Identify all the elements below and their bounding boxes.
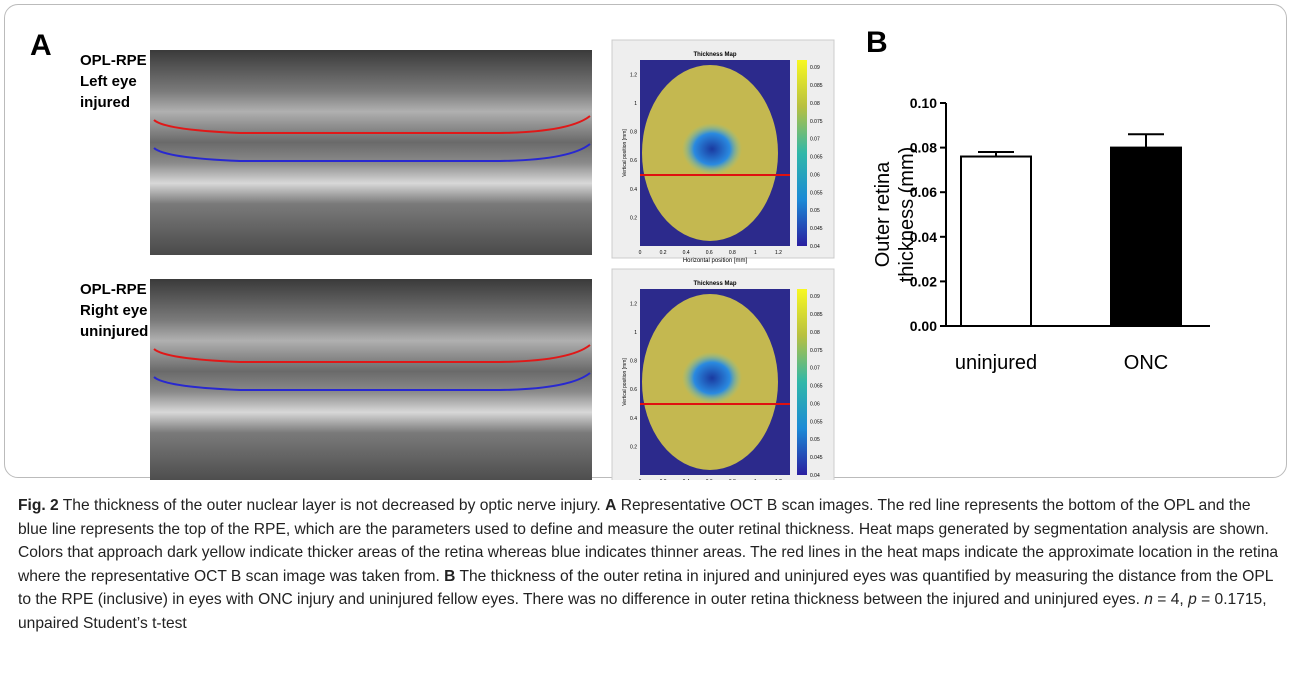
heatmap-xtick: 1.2 <box>775 479 782 480</box>
y-axis-label: thickness (mm) <box>896 147 918 283</box>
caption-text: The thickness of the outer retina in inj… <box>18 567 1273 609</box>
y-tick-label: 0.00 <box>910 318 937 334</box>
row-label: Left eye <box>80 73 137 90</box>
heatmap-ytick: 0.2 <box>630 215 637 221</box>
heatmap-spot <box>682 352 742 404</box>
oct-scan <box>150 279 592 480</box>
colorbar-tick: 0.085 <box>810 312 823 318</box>
heatmap-spot <box>682 123 742 175</box>
row-label: Right eye <box>80 302 148 319</box>
heatmap-ytick: 0.2 <box>630 444 637 450</box>
colorbar-tick: 0.09 <box>810 65 820 71</box>
colorbar-tick: 0.04 <box>810 473 820 479</box>
heatmap-xtick: 0.8 <box>729 250 736 256</box>
panel-label: A <box>30 29 52 62</box>
colorbar-tick: 0.055 <box>810 419 823 425</box>
heatmap-ytick: 0.4 <box>630 187 637 193</box>
colorbar-tick: 0.09 <box>810 294 820 300</box>
heatmap-title: Thickness Map <box>693 52 736 58</box>
row-label: OPL-RPE <box>80 281 147 298</box>
caption-text: = 4, <box>1152 591 1189 609</box>
colorbar-tick: 0.065 <box>810 155 823 161</box>
heatmap-ylabel: Vertical position [mm] <box>622 129 628 177</box>
segmentation-line <box>153 372 591 391</box>
caption: Fig. 2 The thickness of the outer nuclea… <box>18 494 1280 636</box>
heatmap-ytick: 0.4 <box>630 416 637 422</box>
caption-text: Representative OCT B scan images. The re… <box>18 497 1279 585</box>
colorbar-tick: 0.075 <box>810 119 823 125</box>
colorbar-tick: 0.05 <box>810 437 820 443</box>
caption-text: p <box>1188 591 1197 609</box>
bar <box>1110 146 1182 327</box>
colorbar-tick: 0.045 <box>810 455 823 461</box>
caption-text: = 0.1715, unpaired Student’s t-test <box>18 591 1267 632</box>
heatmap-ytick: 1 <box>634 101 637 107</box>
heatmap-xlabel: Horizontal position [mm] <box>683 258 748 264</box>
heatmap-ytick: 0.8 <box>630 130 637 136</box>
heatmap-ytick: 0.8 <box>630 359 637 365</box>
oct-scan <box>150 50 592 255</box>
bar <box>960 155 1032 327</box>
heatmap-ytick: 1 <box>634 330 637 336</box>
heatmap-xtick: 0 <box>639 250 642 256</box>
caption-text: Fig. 2 <box>18 497 59 514</box>
caption-text: The thickness of the outer nuclear layer… <box>58 497 606 514</box>
colorbar-tick: 0.08 <box>810 101 820 107</box>
row-label: uninjured <box>80 323 148 340</box>
segmentation-line <box>153 115 591 134</box>
caption-text: n <box>1144 591 1153 609</box>
heatmap-xtick: 1.2 <box>775 250 782 256</box>
heatmap-xtick: 0.8 <box>729 479 736 480</box>
segmentation-line <box>153 344 591 363</box>
heatmap-xtick: 0.6 <box>706 250 713 256</box>
colorbar-tick: 0.08 <box>810 330 820 336</box>
y-tick-label: 0.08 <box>910 140 937 156</box>
y-tick-label: 0.02 <box>910 273 937 289</box>
colorbar <box>797 289 807 475</box>
colorbar <box>797 60 807 246</box>
heatmap-ytick: 0.6 <box>630 158 637 164</box>
y-axis-label: Outer retina <box>872 161 894 267</box>
colorbar-tick: 0.065 <box>810 384 823 390</box>
y-tick-label: 0.06 <box>910 184 937 200</box>
y-tick-label: 0.04 <box>910 229 937 245</box>
colorbar-tick: 0.05 <box>810 208 820 214</box>
segmentation-line <box>153 143 591 162</box>
heatmap-xtick: 0.2 <box>660 479 667 480</box>
colorbar-tick: 0.07 <box>810 137 820 143</box>
heatmap-ytick: 1.2 <box>630 72 637 78</box>
colorbar-tick: 0.06 <box>810 172 820 178</box>
colorbar-tick: 0.085 <box>810 83 823 89</box>
x-tick-label: uninjured <box>955 352 1037 374</box>
heatmap-ylabel: Vertical position [mm] <box>622 358 628 406</box>
colorbar-tick: 0.04 <box>810 244 820 250</box>
caption-text: A <box>605 497 617 514</box>
colorbar-tick: 0.06 <box>810 401 820 407</box>
row-label: injured <box>80 94 130 111</box>
heatmap-title: Thickness Map <box>693 281 736 287</box>
figure: A OPL-RPE Left eye injured Thickness Map Hori… <box>30 26 1210 480</box>
heatmap-xtick: 0 <box>639 479 642 480</box>
y-tick-label: 0.10 <box>910 95 937 111</box>
heatmap-ytick: 0.6 <box>630 387 637 393</box>
colorbar-tick: 0.045 <box>810 226 823 232</box>
heatmap-xtick: 0.4 <box>683 479 690 480</box>
heatmap-xtick: 0.6 <box>706 479 713 480</box>
heatmap-xtick: 0.2 <box>660 250 667 256</box>
colorbar-tick: 0.075 <box>810 348 823 354</box>
colorbar-tick: 0.055 <box>810 190 823 196</box>
row-label: OPL-RPE <box>80 52 147 69</box>
heatmap-xtick: 1 <box>754 479 757 480</box>
heatmap-xtick: 1 <box>754 250 757 256</box>
panel-label: B <box>866 26 888 59</box>
heatmap-xtick: 0.4 <box>683 250 690 256</box>
colorbar-tick: 0.07 <box>810 366 820 372</box>
heatmap-ytick: 1.2 <box>630 301 637 307</box>
caption-text: B <box>444 567 456 585</box>
x-tick-label: ONC <box>1124 352 1168 374</box>
